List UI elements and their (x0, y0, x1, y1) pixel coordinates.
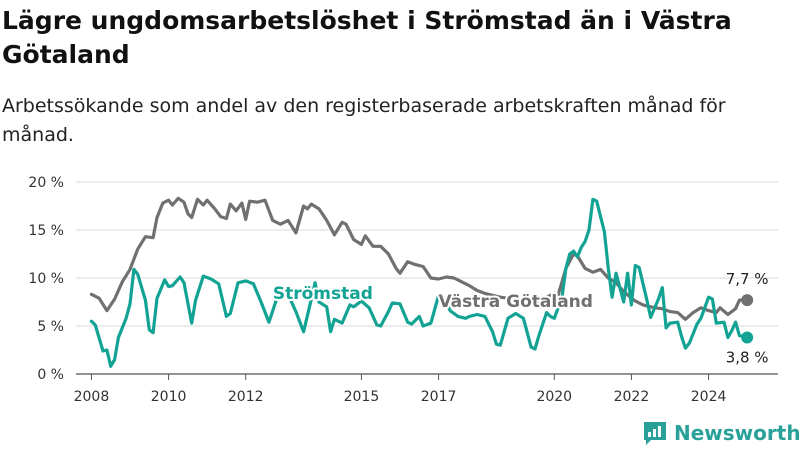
series-labels: Västra Götaland Strömstad 7,7 % 3,8 % (271, 270, 769, 367)
series-label-vastra-gotaland: Västra Götaland (438, 292, 593, 312)
end-value-label: 7,7 % (726, 270, 769, 288)
end-value-label: 3,8 % (726, 349, 769, 367)
axes: 0 % 5 % 10 % 15 % 20 % 2008 2010 2012 2015 2017 20… (28, 175, 726, 405)
chart-title: Lägre ungdomsarbetslöshet i Strömstad än… (2, 6, 732, 69)
brand-name: Newsworthy (674, 421, 800, 445)
newsworthy-logo: Newsworthy (642, 418, 800, 448)
series-label-stromstad: Strömstad (273, 284, 373, 304)
x-tick-label: 2008 (74, 389, 110, 405)
chart-subtitle: Arbetssökande som andel av den registerb… (2, 95, 726, 146)
series-lines (89, 196, 754, 368)
x-tick-label: 2020 (536, 389, 572, 405)
x-tick-label: 2010 (151, 389, 187, 405)
y-tick-label: 15 % (28, 223, 64, 239)
y-tick-label: 10 % (28, 271, 64, 287)
x-tick-label: 2015 (344, 389, 380, 405)
newsworthy-logo-icon (644, 422, 666, 445)
y-tick-label: 20 % (28, 175, 64, 191)
series-line-vastra-gotaland (89, 196, 749, 321)
series-line-stromstad (89, 197, 749, 368)
series-end-point (741, 331, 754, 344)
series-end-point (741, 294, 754, 307)
y-tick-label: 5 % (37, 319, 64, 335)
x-tick-label: 2022 (614, 389, 650, 405)
gridlines (76, 181, 778, 375)
x-tick-label: 2017 (421, 389, 457, 405)
x-tick-label: 2012 (228, 389, 264, 405)
x-tick-label: 2024 (691, 389, 727, 405)
y-tick-label: 0 % (37, 367, 64, 383)
